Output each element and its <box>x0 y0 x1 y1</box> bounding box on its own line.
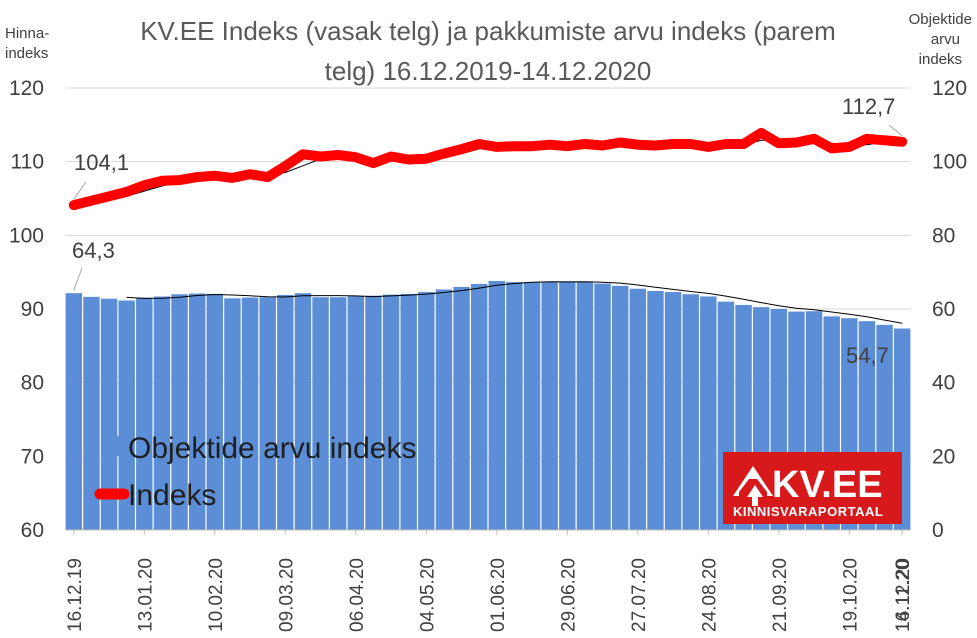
x-tick-9: 24.08.20 <box>699 558 720 632</box>
left-tick-90: 90 <box>21 298 44 321</box>
legend-label-bars: Objektide arvu indeks <box>128 432 417 465</box>
right-axis-title-line-3: indeks <box>919 51 962 68</box>
legend-label-line: Indeks <box>128 479 216 512</box>
bar-36 <box>700 296 717 530</box>
bar-3 <box>118 300 135 530</box>
x-tick-12: 16.11.20 <box>893 559 914 632</box>
bar-6 <box>171 294 188 530</box>
bar-23 <box>470 283 488 530</box>
bar-8 <box>206 293 224 530</box>
bar-15 <box>329 297 347 530</box>
bar-12 <box>277 295 294 530</box>
right-tick-100: 100 <box>932 151 967 174</box>
bar-26 <box>523 282 541 530</box>
right-tick-60: 60 <box>932 298 955 321</box>
left-tick-60: 60 <box>21 519 44 542</box>
bar-32 <box>629 288 647 530</box>
bar-0 <box>65 293 83 530</box>
right-axis-title-line-1: Objektide <box>909 11 972 28</box>
leader-line-first <box>73 181 87 200</box>
bar-16 <box>347 296 365 530</box>
left-tick-70: 70 <box>21 445 44 468</box>
bar-4 <box>136 297 153 530</box>
bar-24 <box>488 281 506 530</box>
logo-background <box>723 452 902 524</box>
bar-18 <box>382 294 400 530</box>
leader-bar-first <box>73 267 83 291</box>
left-tick-80: 80 <box>21 372 44 395</box>
x-tick-1: 13.01.20 <box>135 558 156 632</box>
bar-34 <box>664 292 682 530</box>
x-tick-5: 04.05.20 <box>417 558 438 632</box>
legend: Objektide arvu indeks Indeks <box>94 432 417 512</box>
bar-29 <box>576 281 594 530</box>
left-axis-title-line-1: Hinna- <box>5 25 49 42</box>
trendlines <box>108 139 903 324</box>
bar-20 <box>418 292 435 530</box>
x-tick-8: 27.07.20 <box>629 558 650 632</box>
bar-33 <box>647 290 664 530</box>
x-tick-10: 21.09.20 <box>770 558 791 632</box>
right-axis-title-line-2: arvu <box>931 31 960 48</box>
gridlines <box>65 87 911 531</box>
right-tick-0: 0 <box>932 519 944 542</box>
left-tick-110: 110 <box>11 151 44 174</box>
right-tick-20: 20 <box>932 445 955 468</box>
label-line-last: 112,7 <box>842 94 895 119</box>
chart-title-line-1: KV.EE Indeks (vasak telg) ja pakkumiste … <box>140 16 836 46</box>
axes: 60 70 80 90 100 110 120 0 20 40 60 80 100 120 16.12.19… <box>9 77 967 632</box>
leader-line-last <box>888 124 903 137</box>
bar-25 <box>506 282 523 530</box>
bar-1 <box>83 296 100 530</box>
x-tick-13: 14.12.20 <box>893 558 914 632</box>
logo-tagline: KINNISVARAPORTAAL <box>733 504 883 519</box>
bar-17 <box>365 295 382 530</box>
bar-9 <box>224 298 241 530</box>
bar-31 <box>611 285 629 530</box>
bar-30 <box>594 283 611 530</box>
bar-14 <box>312 297 329 530</box>
x-tick-2: 10.02.20 <box>206 558 227 632</box>
bar-28 <box>559 281 576 530</box>
x-tick-4: 06.04.20 <box>347 558 368 632</box>
chart-title-line-2: telg) 16.12.2019-14.12.2020 <box>325 56 652 86</box>
x-tick-11: 19.10.20 <box>840 558 861 632</box>
x-tick-6: 01.06.20 <box>488 558 509 632</box>
left-tick-120: 120 <box>9 77 44 100</box>
left-tick-100: 100 <box>9 224 44 247</box>
kv-ee-logo: KV.EE KINNISVARAPORTAAL <box>723 452 902 524</box>
bar-10 <box>241 297 259 530</box>
logo-brand: KV.EE <box>772 464 883 506</box>
bar-13 <box>294 293 312 530</box>
label-line-first: 104,1 <box>74 150 129 175</box>
legend-swatch-bars <box>104 436 124 456</box>
bar-27 <box>541 282 558 530</box>
data-labels: 104,1 112,7 64,3 54,7 <box>72 94 903 368</box>
house-icon <box>733 466 773 496</box>
right-tick-40: 40 <box>932 372 955 395</box>
right-tick-80: 80 <box>932 224 955 247</box>
x-tick-7: 29.06.20 <box>558 558 579 632</box>
arrow-icon <box>747 485 763 506</box>
bar-11 <box>259 297 276 530</box>
bar-trendline <box>126 281 903 324</box>
line-series-indeks <box>68 127 908 211</box>
x-tick-3: 09.03.20 <box>276 558 297 632</box>
bar-22 <box>453 286 470 530</box>
indeks-line <box>68 127 908 211</box>
bar-35 <box>682 294 699 530</box>
left-axis-title-line-2: indeks <box>5 45 48 62</box>
label-bar-first: 64,3 <box>72 238 115 263</box>
bar-2 <box>100 298 118 530</box>
bar-19 <box>400 293 417 530</box>
bar-7 <box>188 293 206 530</box>
label-bar-last: 54,7 <box>846 343 889 368</box>
x-tick-0: 16.12.19 <box>65 558 86 632</box>
bar-21 <box>435 289 453 530</box>
right-tick-120: 120 <box>932 77 967 100</box>
bar-5 <box>153 296 171 530</box>
